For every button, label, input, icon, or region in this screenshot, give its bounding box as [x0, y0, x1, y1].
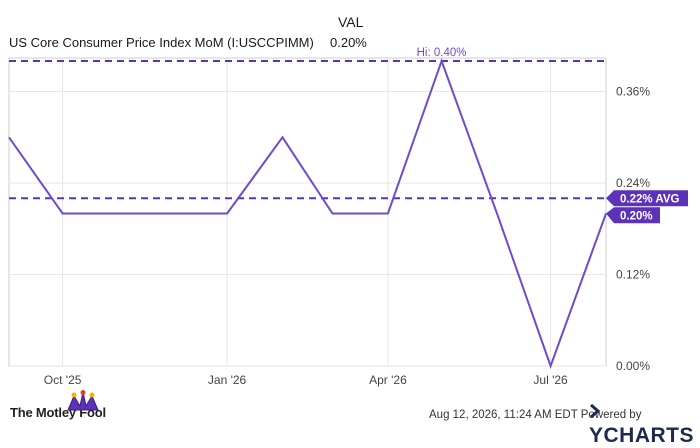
ycharts-chevron-icon [590, 403, 601, 419]
y-tick-label: 0.36% [616, 85, 650, 99]
plot-area-border [8, 57, 607, 367]
legend-series-value: 0.20% [330, 35, 367, 50]
x-tick-label: Jan '26 [208, 373, 247, 387]
last-value-badge: 0.20% [620, 210, 653, 222]
x-tick-label: Oct '25 [44, 373, 82, 387]
x-tick-label: Jul '26 [533, 373, 568, 387]
avg-badge-bg [606, 190, 688, 207]
y-tick-label: 0.12% [616, 268, 650, 282]
jester-hat-icon [67, 390, 99, 411]
footer-timestamp: Aug 12, 2026, 11:24 AM EDT Powered by [429, 409, 642, 421]
x-tick-label: Apr '26 [369, 373, 407, 387]
y-tick-label: 0.00% [616, 359, 650, 373]
y-tick-label: 0.24% [616, 176, 650, 190]
legend-series-name[interactable]: US Core Consumer Price Index MoM (I:USCC… [9, 35, 314, 50]
hi-label: Hi: 0.40% [417, 47, 467, 59]
ycharts-wordmark: YCHARTS [589, 424, 695, 447]
legend-value-header: VAL [338, 14, 364, 30]
ycharts-logo[interactable]: YCHARTS [589, 400, 700, 448]
line-chart: Oct '25 Jan '26 Apr '26 Jul '26 0.00% 0.12% 0.… [8, 47, 688, 387]
series-line [8, 58, 607, 369]
last-value-badge-bg [606, 207, 660, 224]
avg-badge: 0.22% AVG [620, 193, 679, 205]
